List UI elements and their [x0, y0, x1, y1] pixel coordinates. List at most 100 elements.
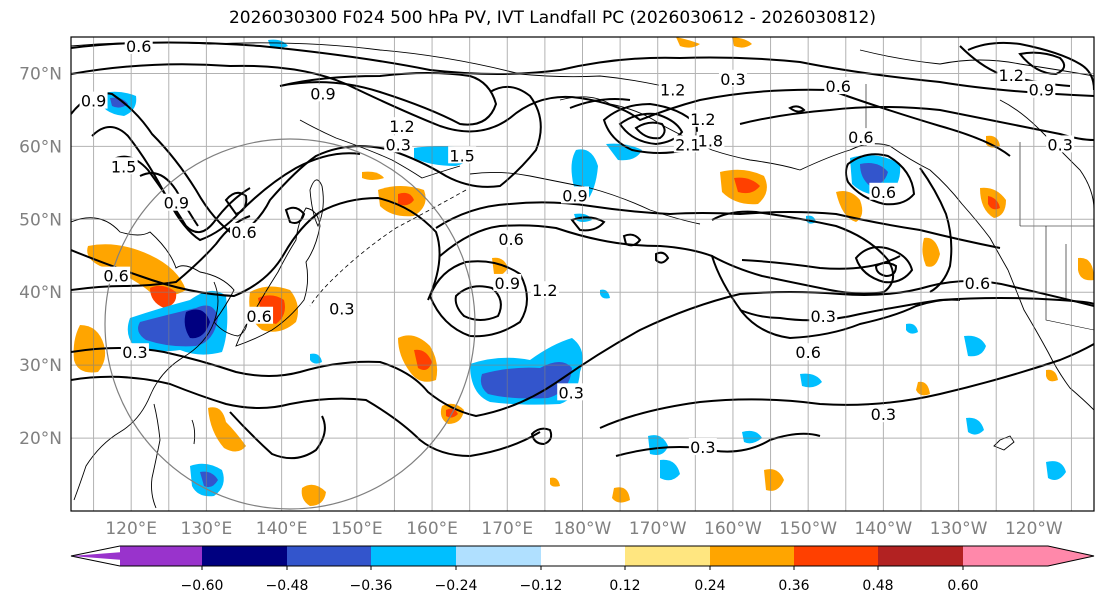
shade-patch	[764, 469, 784, 491]
x-axis: 120°E 130°E 140°E 150°E 160°E 170°E 180°W 170°W…	[105, 519, 1063, 539]
contour-line	[618, 112, 684, 146]
colorbar-segment	[794, 546, 878, 566]
contour-line	[224, 191, 248, 216]
contour-line	[71, 375, 541, 458]
colorbar-segment	[456, 546, 541, 566]
shade-patch	[612, 487, 630, 503]
colorbar-label: 0.60	[947, 578, 978, 594]
contour-label-halo	[869, 405, 898, 423]
contour-label-layer: 0.6 0.9 1.2 1.5 0.3 0.9 1.5 0.9 0.6 0.6 0.6 0.3 0.3 0…	[79, 37, 1075, 457]
colorbar-label: −0.36	[350, 578, 393, 594]
colorbar-label: −0.12	[520, 578, 563, 594]
contour-label-halo	[824, 77, 853, 95]
colorbar-label: −0.60	[181, 578, 224, 594]
contour-label-halo	[79, 91, 108, 109]
colorbar-segment	[202, 546, 287, 566]
contour-label: 1.2	[999, 66, 1024, 85]
contour-label: 1.5	[449, 146, 474, 165]
contour-label-halo	[120, 343, 149, 361]
colorbar-segment	[120, 546, 202, 566]
colorbar-segment	[710, 546, 794, 566]
contour-label-halo	[109, 157, 138, 175]
contour-label: 0.9	[164, 194, 189, 213]
shade-patch	[1046, 369, 1058, 382]
shade-patch	[922, 237, 940, 267]
contour-label-halo	[530, 281, 559, 299]
contour-line	[741, 255, 901, 270]
contour-label-halo	[102, 266, 131, 284]
y-tick-label: 50°N	[19, 210, 62, 230]
contour-line	[615, 432, 821, 457]
contour-line	[428, 260, 528, 338]
shade-patch	[988, 196, 1000, 210]
contour-label: 0.3	[385, 135, 410, 154]
contour-label-halo	[124, 37, 153, 54]
y-tick-label: 20°N	[19, 429, 62, 449]
coastline-hawaii	[993, 435, 1015, 451]
contour-label: 0.3	[1047, 135, 1072, 154]
colorbar-segment	[963, 546, 1048, 566]
coastline-asia	[71, 217, 235, 501]
contour-line	[71, 280, 1094, 418]
contour-label-halo	[245, 306, 274, 324]
contour-label: 0.9	[495, 274, 520, 293]
shade-patch	[966, 417, 984, 435]
contour-label: 0.6	[498, 230, 523, 249]
contour-label-halo	[963, 273, 992, 291]
contour-label-halo	[560, 186, 589, 204]
x-tick-label: 170°W	[629, 519, 687, 539]
shade-patch	[110, 97, 128, 108]
boundary-layer	[865, 84, 1094, 331]
contour-line	[854, 246, 914, 284]
contour-label-halo	[384, 135, 413, 153]
shade-patch	[964, 335, 986, 357]
y-tick-label: 60°N	[19, 137, 62, 157]
contour-line	[919, 167, 953, 293]
shade-patch	[362, 171, 384, 180]
x-tick-label: 130°W	[930, 519, 988, 539]
contour-label: 1.2	[660, 81, 685, 100]
contour-label-halo	[162, 193, 191, 211]
x-tick-label: 170°E	[481, 519, 533, 539]
x-tick-label: 120°E	[105, 519, 157, 539]
contour-line	[91, 126, 361, 242]
colorbar-segment	[287, 546, 371, 566]
shade-patch	[800, 373, 822, 388]
x-tick-label: 180°W	[554, 519, 612, 539]
colorbar-segment	[625, 546, 710, 566]
contour-label-halo	[493, 273, 522, 291]
contour-label: 1.2	[389, 117, 414, 136]
shade-patch	[860, 163, 888, 186]
colorbar-extend-max	[1048, 546, 1094, 566]
contour-line	[845, 153, 916, 206]
pv-shading-layer	[73, 37, 1094, 506]
contour-label: 2.1	[675, 135, 700, 154]
coastline-sakhalin	[309, 179, 324, 228]
contour-label-halo	[846, 128, 875, 146]
contour-line	[634, 121, 666, 140]
shade-patch	[301, 484, 326, 506]
x-tick-label: 150°E	[331, 519, 383, 539]
shade-patch	[268, 39, 288, 48]
contour-line	[279, 72, 498, 126]
contour-label-halo	[718, 69, 747, 87]
colorbar-outline	[70, 545, 1095, 567]
y-tick-label: 70°N	[19, 64, 62, 84]
contour-label: 0.6	[103, 267, 128, 286]
x-tick-label: 140°W	[854, 519, 912, 539]
chart-title: 2026030300 F024 500 hPa PV, IVT Landfall…	[228, 8, 876, 28]
shade-patch	[480, 362, 572, 399]
colorbar-segment	[371, 546, 456, 566]
coastline-japan	[235, 207, 321, 347]
colorbar-segment	[878, 546, 963, 566]
contour-label: 0.3	[720, 70, 745, 89]
contour-label-halo	[688, 109, 717, 127]
contour-label-halo	[448, 146, 477, 164]
boundary-line	[1045, 226, 1094, 331]
contour-line	[435, 201, 1001, 249]
contour-line	[229, 411, 326, 460]
colorbar-label: −0.24	[435, 578, 478, 594]
contour-label: 0.6	[848, 128, 873, 147]
shade-patch	[1046, 461, 1066, 480]
contour-label-halo	[869, 182, 898, 200]
